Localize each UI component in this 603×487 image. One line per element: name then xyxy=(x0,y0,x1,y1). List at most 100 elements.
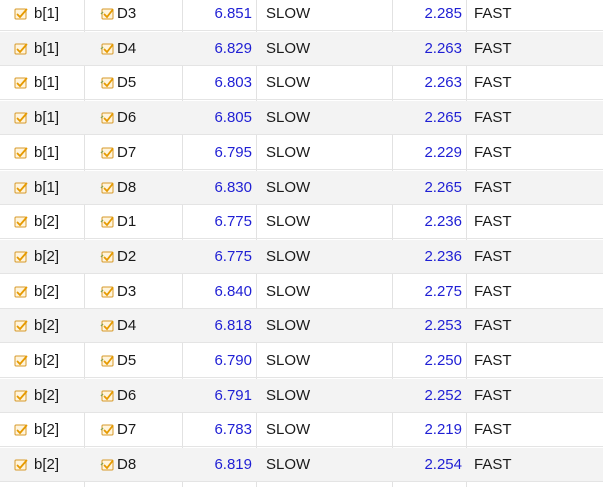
pin-icon xyxy=(14,215,28,234)
row-divider xyxy=(0,168,603,170)
slow-value-cell: 6.775 xyxy=(214,247,252,265)
checked-delay-icon xyxy=(100,389,114,408)
row-divider xyxy=(0,64,603,66)
fast-corner-cell: FAST xyxy=(474,352,512,369)
row-divider xyxy=(0,342,603,344)
pin-name-cell: b[2] xyxy=(34,247,60,265)
table-row[interactable]: b[1] D5 6.803 SLOW 2.263 FAST xyxy=(0,66,603,99)
delay-name-cell: D4 xyxy=(117,317,137,335)
row-divider xyxy=(0,134,603,136)
table-row[interactable]: b[2] D8 6.819 SLOW 2.254 FAST xyxy=(0,448,603,482)
fast-corner-cell: FAST xyxy=(474,109,512,127)
slow-corner-cell: SLOW xyxy=(266,247,311,265)
slow-corner-cell: SLOW xyxy=(266,386,311,404)
slow-value-cell: 6.791 xyxy=(214,386,252,404)
delay-name-cell: D3 xyxy=(117,5,137,22)
pin-name-cell: b[1] xyxy=(34,5,60,22)
slow-corner-cell: SLOW xyxy=(266,39,311,57)
pin-icon xyxy=(14,111,28,130)
table-row[interactable]: b[2] D5 6.790 SLOW 2.250 FAST xyxy=(0,344,603,377)
pin-icon xyxy=(14,42,28,61)
checked-delay-icon xyxy=(100,250,114,269)
delay-name-cell: D7 xyxy=(117,143,137,161)
pin-name-cell: b[1] xyxy=(34,39,60,57)
checked-delay-icon xyxy=(100,181,114,200)
fast-value-cell: 2.229 xyxy=(424,143,462,161)
pin-icon xyxy=(14,146,28,165)
table-row[interactable]: b[1] D7 6.795 SLOW 2.229 FAST xyxy=(0,136,603,169)
checked-delay-icon xyxy=(100,423,114,442)
table-row[interactable]: b[2] D6 6.791 SLOW 2.252 FAST xyxy=(0,378,603,412)
slow-value-cell: 6.783 xyxy=(214,421,252,439)
table-row[interactable]: b[1] D8 6.830 SLOW 2.265 FAST xyxy=(0,170,603,204)
pin-name-cell: b[1] xyxy=(34,74,60,92)
table-row[interactable]: b[1] D6 6.805 SLOW 2.265 FAST xyxy=(0,101,603,135)
delay-name-cell: D5 xyxy=(117,74,137,92)
slow-value-cell: 6.840 xyxy=(214,282,252,300)
pin-name-cell: b[2] xyxy=(34,352,60,369)
delay-name-cell: D8 xyxy=(117,456,137,474)
slow-value-cell: 6.790 xyxy=(214,352,252,369)
fast-corner-cell: FAST xyxy=(474,178,512,196)
pin-icon xyxy=(14,285,28,304)
table-row[interactable]: b[1] D4 6.829 SLOW 2.263 FAST xyxy=(0,31,603,65)
fast-value-cell: 2.263 xyxy=(424,39,462,57)
fast-corner-cell: FAST xyxy=(474,421,512,439)
pin-icon xyxy=(14,354,28,373)
slow-value-cell: 6.851 xyxy=(214,5,252,22)
delay-name-cell: D5 xyxy=(117,352,137,369)
row-divider xyxy=(0,203,603,205)
fast-corner-cell: FAST xyxy=(474,317,512,335)
delay-name-cell: D8 xyxy=(117,178,137,196)
fast-value-cell: 2.250 xyxy=(424,352,462,369)
fast-value-cell: 2.265 xyxy=(424,178,462,196)
fast-value-cell: 2.236 xyxy=(424,213,462,231)
fast-corner-cell: FAST xyxy=(474,5,512,22)
row-divider xyxy=(0,377,603,378)
slow-value-cell: 6.830 xyxy=(214,178,252,196)
pin-icon xyxy=(14,181,28,200)
slow-corner-cell: SLOW xyxy=(266,213,311,231)
pin-name-cell: b[1] xyxy=(34,109,60,127)
table-row[interactable]: b[2] D1 6.775 SLOW 2.236 FAST xyxy=(0,205,603,238)
pin-name-cell: b[2] xyxy=(34,317,60,335)
table-row[interactable]: b[2] D2 6.775 SLOW 2.236 FAST xyxy=(0,239,603,273)
row-divider xyxy=(0,238,603,240)
table-row[interactable]: b[2] D3 6.840 SLOW 2.275 FAST xyxy=(0,275,603,308)
slow-value-cell: 6.818 xyxy=(214,317,252,335)
table-row[interactable]: b[2] D4 6.818 SLOW 2.253 FAST xyxy=(0,309,603,343)
fast-value-cell: 2.263 xyxy=(424,74,462,92)
fast-corner-cell: FAST xyxy=(474,74,512,92)
slow-value-cell: 6.829 xyxy=(214,39,252,57)
fast-value-cell: 2.219 xyxy=(424,421,462,439)
slow-corner-cell: SLOW xyxy=(266,456,311,474)
slow-value-cell: 6.795 xyxy=(214,143,252,161)
checked-delay-icon xyxy=(100,354,114,373)
slow-corner-cell: SLOW xyxy=(266,5,311,22)
slow-value-cell: 6.775 xyxy=(214,213,252,231)
pin-name-cell: b[2] xyxy=(34,386,60,404)
table-row[interactable]: b[1] D3 6.851 SLOW 2.285 FAST xyxy=(0,0,603,30)
slow-value-cell: 6.805 xyxy=(214,109,252,127)
pin-name-cell: b[2] xyxy=(34,282,60,300)
checked-delay-icon xyxy=(100,319,114,338)
pin-icon xyxy=(14,319,28,338)
checked-delay-icon xyxy=(100,7,114,26)
fast-value-cell: 2.275 xyxy=(424,282,462,300)
checked-delay-icon xyxy=(100,111,114,130)
delay-name-cell: D7 xyxy=(117,421,137,439)
pin-name-cell: b[1] xyxy=(34,143,60,161)
delay-name-cell: D3 xyxy=(117,282,137,300)
delay-name-cell: D6 xyxy=(117,386,137,404)
slow-corner-cell: SLOW xyxy=(266,352,311,369)
pin-icon xyxy=(14,250,28,269)
delay-name-cell: D1 xyxy=(117,213,137,231)
pin-icon xyxy=(14,76,28,95)
slow-corner-cell: SLOW xyxy=(266,282,311,300)
row-divider xyxy=(0,481,603,483)
pin-name-cell: b[2] xyxy=(34,456,60,474)
checked-delay-icon xyxy=(100,146,114,165)
fast-corner-cell: FAST xyxy=(474,247,512,265)
table-row[interactable]: b[2] D7 6.783 SLOW 2.219 FAST xyxy=(0,413,603,446)
checked-delay-icon xyxy=(100,76,114,95)
